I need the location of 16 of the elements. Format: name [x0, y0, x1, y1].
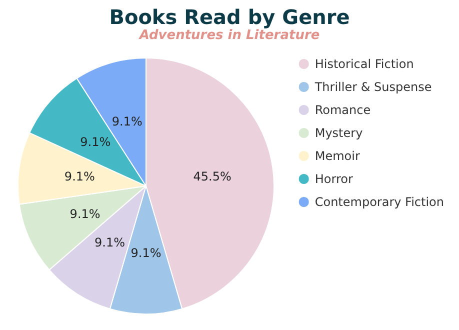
chart-subtitle: Adventures in Literature	[138, 28, 320, 43]
legend-label: Historical Fiction	[314, 57, 414, 71]
data-label: 45.5%	[193, 169, 232, 184]
data-label: 9.1%	[70, 206, 100, 221]
legend-label: Thriller & Suspense	[314, 80, 432, 94]
legend-label: Romance	[314, 103, 371, 117]
data-label: 9.1%	[80, 135, 111, 150]
data-label: 9.1%	[94, 235, 126, 250]
legend-label: Horror	[314, 172, 353, 186]
legend-label: Contemporary Fiction	[314, 195, 444, 209]
data-label: 9.1%	[64, 169, 95, 184]
data-label: 9.1%	[130, 246, 162, 260]
chart-title: Books Read by Genre	[109, 5, 350, 29]
legend-label: Mystery	[314, 126, 363, 140]
data-label: 9.1%	[112, 114, 142, 129]
legend-label: Memoir	[314, 149, 360, 163]
